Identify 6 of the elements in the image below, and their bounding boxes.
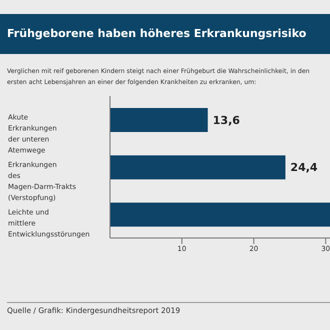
bar <box>110 108 208 132</box>
data-label: 24,4 <box>290 161 318 174</box>
chart-title: Frühgeborene haben höheres Erkrankungsrisiko <box>0 14 330 54</box>
bar <box>110 202 330 227</box>
data-label: 13,6 <box>212 114 240 127</box>
bar <box>110 155 286 180</box>
